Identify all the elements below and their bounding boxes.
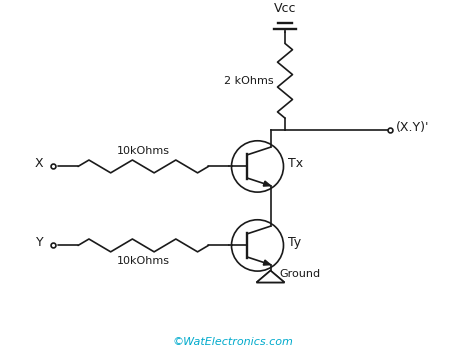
Text: Ground: Ground [280,268,321,278]
Polygon shape [263,181,270,186]
Text: 2 kOhms: 2 kOhms [224,76,274,86]
Text: Y: Y [36,236,43,250]
Text: (X.Y)': (X.Y)' [396,121,430,134]
Text: Tx: Tx [288,157,302,171]
Text: ©WatElectronics.com: ©WatElectronics.com [172,337,294,347]
Text: 10kOhms: 10kOhms [117,256,170,266]
Text: Ty: Ty [288,236,301,250]
Polygon shape [256,271,285,282]
Text: X: X [35,157,43,171]
Polygon shape [263,260,270,265]
Text: 10kOhms: 10kOhms [117,146,170,156]
Text: Vcc: Vcc [274,2,296,15]
